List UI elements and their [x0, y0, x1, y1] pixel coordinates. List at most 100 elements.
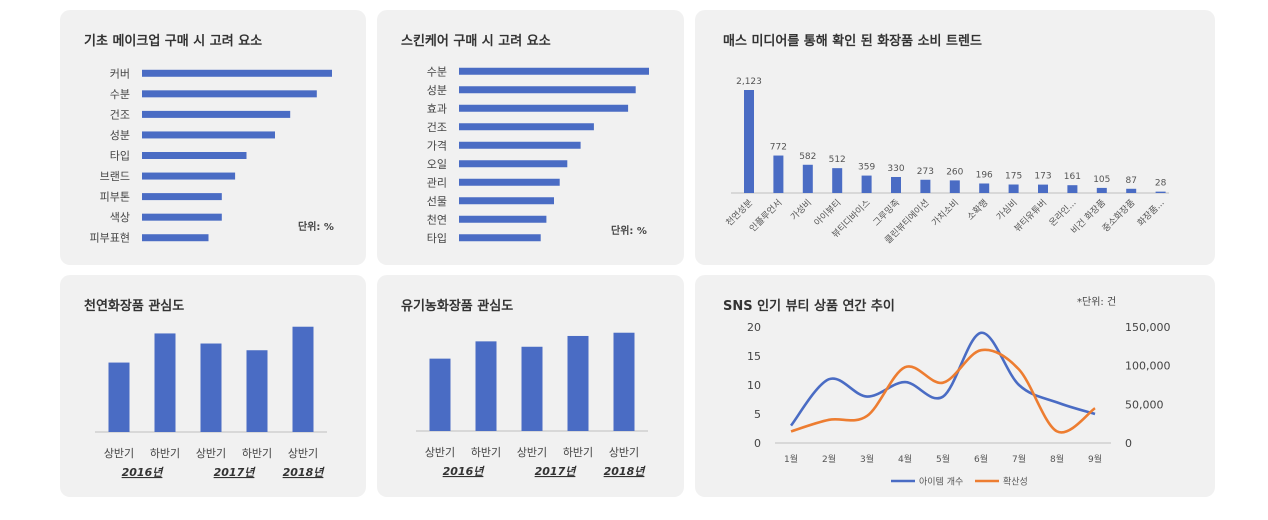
category-label: 성분	[427, 84, 447, 97]
category-label: 수분	[110, 88, 130, 101]
bar	[429, 358, 451, 431]
value-label: 772	[770, 143, 787, 153]
y-left-tick-label: 20	[747, 321, 761, 334]
x-tick-label: 9월	[1088, 453, 1102, 465]
value-label: 330	[887, 164, 904, 174]
bar	[459, 86, 636, 94]
y-right-tick-label: 0	[1125, 437, 1132, 450]
category-label: 타입	[110, 150, 130, 163]
bar	[142, 193, 222, 201]
bar	[459, 215, 547, 223]
value-label: 273	[917, 167, 934, 177]
panel-base-makeup: 기초 메이크업 구매 시 고려 요소 커버 수분 건조 성분 타입 브랜드 피부톤 색상 피부표…	[60, 10, 366, 265]
category-label: 상반기	[425, 446, 455, 459]
bar	[979, 183, 990, 193]
category-label: 상반기	[517, 446, 547, 459]
category-label: 뷰티유튜버	[1012, 197, 1049, 234]
category-label: 커버	[110, 67, 130, 80]
bar	[1008, 184, 1019, 193]
y-left-tick-label: 10	[747, 379, 761, 392]
legend-label: 아이템 개수	[919, 476, 963, 488]
category-label: 선물	[427, 195, 447, 208]
chart-media-trend: 2,123천연성분772인플루언서582가성비512아이뷰티359뷰티디바이스3…	[724, 77, 1169, 246]
bar	[459, 160, 568, 168]
bar	[142, 90, 317, 98]
bar	[861, 175, 872, 193]
bar	[1126, 188, 1137, 193]
category-label: 관리	[427, 176, 447, 189]
panel-sns-trend: SNS 인기 뷰티 상품 연간 추이 *단위: 건 0 5 10 15 20 0 50,00…	[695, 275, 1215, 497]
group-label: 2017년	[535, 465, 578, 478]
bar	[459, 123, 594, 131]
category-label: 인플루언서	[747, 197, 785, 235]
bar	[459, 178, 560, 186]
bar	[1096, 187, 1107, 193]
bar	[154, 333, 176, 432]
category-label: 소확행	[964, 197, 990, 223]
bar	[802, 164, 813, 193]
category-label: 가성비	[789, 197, 814, 222]
category-label: 가격	[427, 139, 447, 152]
bar	[142, 172, 236, 180]
bar	[142, 234, 209, 242]
bar	[108, 362, 130, 432]
value-label: 105	[1093, 175, 1110, 185]
y-left-tick-label: 0	[754, 437, 761, 450]
legend-label: 확산성	[1003, 476, 1028, 488]
category-label: 천연	[427, 212, 447, 226]
value-label: 512	[829, 155, 846, 165]
x-tick-label: 4월	[898, 453, 912, 465]
unit-label: 단위: %	[611, 226, 647, 237]
x-tick-label: 6월	[974, 453, 988, 465]
chart-title: 기초 메이크업 구매 시 고려 요소	[84, 34, 263, 49]
category-label: 수분	[427, 65, 447, 78]
panel-skincare: 스킨케어 구매 시 고려 요소 수분 성분 효과 건조 가격 오일 관리 선물 천연 타입 단위:…	[377, 10, 684, 265]
x-tick-label: 7월	[1012, 453, 1026, 465]
chart-natural-cosmetics: 상반기 하반기 상반기 하반기 상반기 2016년 2017년 2018년	[95, 326, 327, 479]
y-right-tick-label: 50,000	[1125, 398, 1164, 411]
chart-title: 유기농화장품 관심도	[401, 299, 514, 314]
chart-sns-trend: 0 5 10 15 20 0 50,000 100,000 150,000 1월 2월 3월 4월 5월 6…	[747, 321, 1171, 488]
category-label: 피부톤	[100, 191, 130, 204]
category-label: 오일	[427, 157, 447, 171]
bar	[459, 67, 649, 75]
bar	[521, 346, 543, 431]
chart-title: 스킨케어 구매 시 고려 요소	[401, 34, 551, 49]
bar	[773, 155, 784, 193]
bar	[475, 341, 497, 431]
bar	[744, 90, 754, 193]
chart-title: 매스 미디어를 통해 확인 된 화장품 소비 트렌드	[723, 34, 982, 49]
category-label: 효과	[427, 102, 447, 115]
y-right-tick-label: 150,000	[1125, 321, 1171, 334]
bar	[459, 141, 581, 149]
panel-natural-cosmetics: 천연화장품 관심도 상반기 하반기 상반기 하반기 상반기 2016년 2017년 2018년	[60, 275, 366, 497]
group-label: 2018년	[604, 465, 647, 478]
bar	[459, 197, 554, 205]
unit-label: 단위: %	[298, 222, 334, 233]
bar	[292, 326, 314, 432]
bar	[459, 234, 541, 242]
category-label: 상반기	[104, 447, 134, 460]
bar	[1067, 185, 1078, 193]
value-label: 260	[946, 167, 963, 177]
category-label: 하반기	[563, 445, 593, 459]
bar	[1155, 191, 1166, 193]
category-label: 상반기	[288, 447, 318, 460]
category-label: 가심비	[994, 197, 1019, 222]
bar	[142, 152, 247, 159]
bar	[567, 335, 589, 431]
bar	[142, 110, 291, 118]
y-left-tick-label: 15	[747, 350, 761, 363]
value-label: 196	[976, 170, 993, 180]
category-label: 하반기	[150, 446, 180, 460]
y-right-tick-label: 100,000	[1125, 360, 1171, 373]
bar	[142, 69, 332, 77]
series-line	[790, 348, 1096, 434]
category-label: 성분	[110, 129, 130, 142]
bar	[920, 179, 931, 193]
chart-title: SNS 인기 뷰티 상품 연간 추이	[723, 299, 895, 314]
value-label: 2,123	[736, 77, 762, 87]
bar	[142, 213, 222, 221]
